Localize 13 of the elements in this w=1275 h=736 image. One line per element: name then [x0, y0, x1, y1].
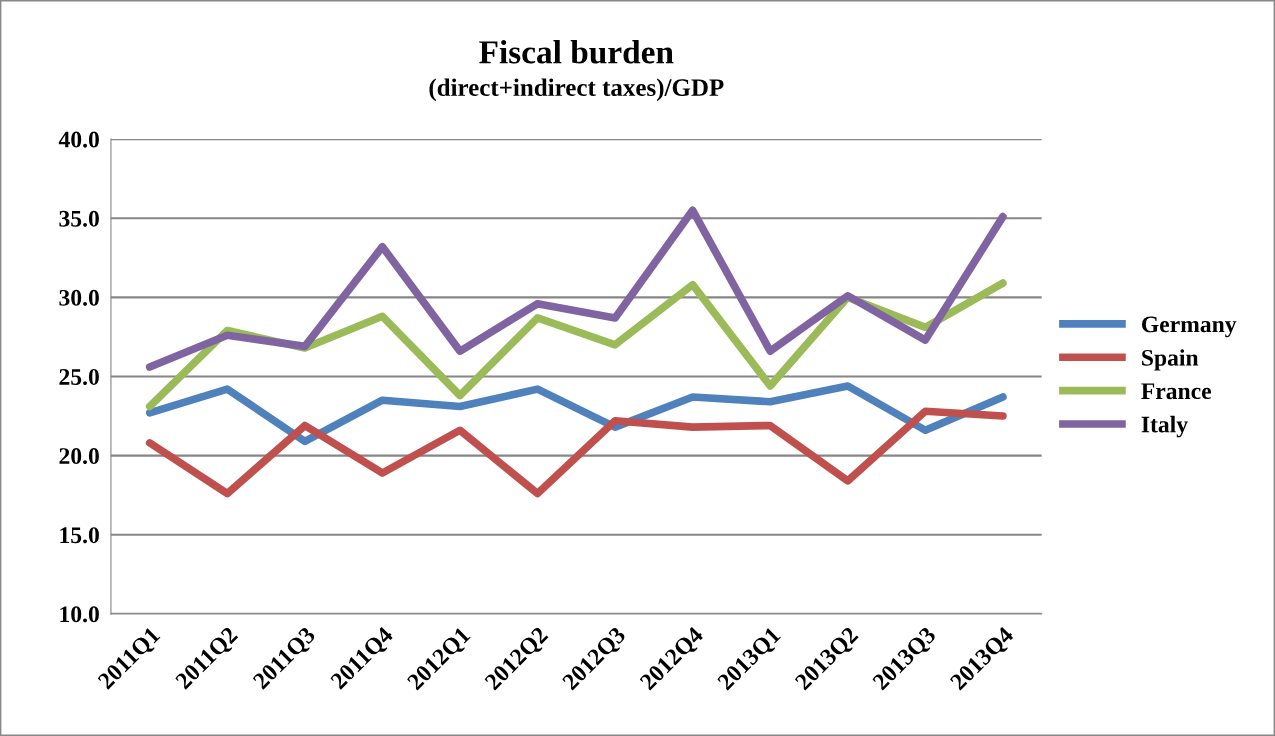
y-tick-label: 10.0 — [60, 606, 99, 623]
legend-label: Germany — [1142, 316, 1237, 338]
y-tick-label: 25.0 — [59, 368, 99, 385]
chart-subtitle: (direct+indirect taxes)/GDP — [429, 78, 724, 102]
y-tick-label: 35.0 — [59, 210, 99, 227]
y-tick-label: 30.0 — [59, 289, 99, 306]
legend-label: Spain — [1142, 349, 1199, 371]
y-tick-label: 40.0 — [58, 131, 99, 148]
y-tick-label: 20.0 — [59, 448, 99, 465]
legend-label: France — [1141, 383, 1212, 400]
legend-label: Italy — [1141, 415, 1188, 438]
chart-title: Fiscal burden — [479, 40, 674, 64]
y-tick-label: 15.0 — [60, 527, 99, 544]
